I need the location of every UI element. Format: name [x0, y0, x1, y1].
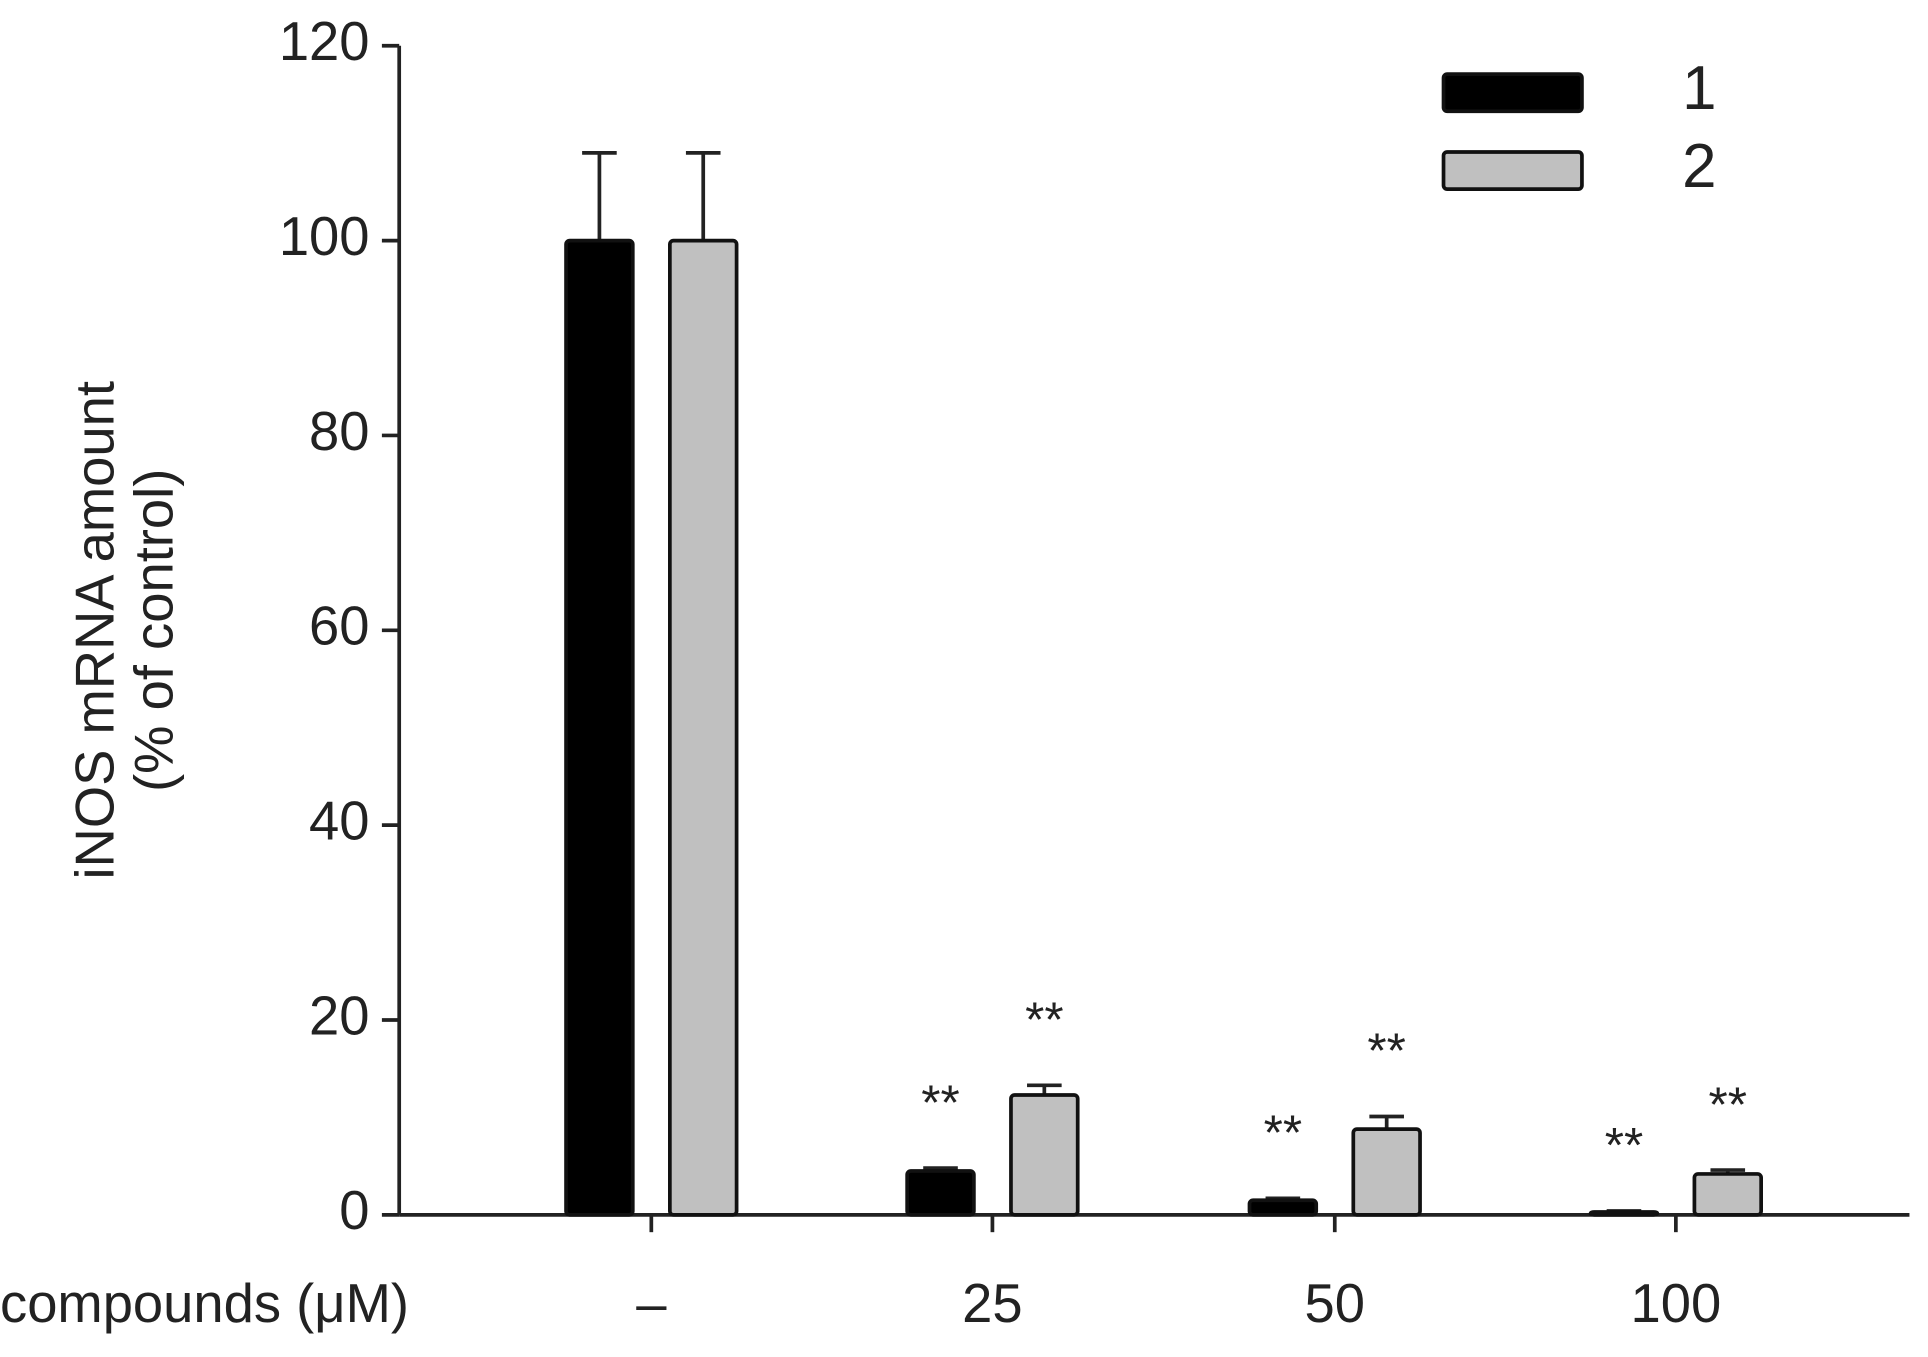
bar	[564, 238, 635, 1217]
x-tick-label: 50	[1305, 1273, 1365, 1334]
y-tick-label: 120	[279, 11, 370, 72]
legend-label: 2	[1682, 132, 1716, 201]
significance-label: **	[1264, 1106, 1302, 1161]
y-tick-label: 80	[309, 401, 369, 462]
y-tick-label: 60	[309, 596, 369, 657]
y-axis-label-line: (% of control)	[124, 469, 185, 792]
bar	[1692, 1172, 1763, 1217]
legend-swatch	[1441, 72, 1584, 114]
legend-label: 1	[1682, 54, 1716, 123]
significance-label: **	[1025, 993, 1063, 1048]
bar	[1009, 1093, 1080, 1217]
y-tick-label: 20	[309, 985, 369, 1046]
y-axis-label-line: iNOS mRNA amount	[64, 381, 125, 879]
x-tick-label: 25	[962, 1273, 1022, 1334]
significance-label: **	[1709, 1077, 1747, 1132]
significance-label: **	[921, 1075, 959, 1130]
bar	[905, 1169, 976, 1217]
bar	[1247, 1198, 1319, 1217]
y-tick-label: 40	[309, 791, 369, 852]
bar	[1351, 1127, 1422, 1217]
y-tick-label: 0	[339, 1180, 369, 1241]
y-tick-label: 100	[279, 206, 370, 267]
x-axis-label: compounds (μM)	[0, 1273, 409, 1334]
bar	[1588, 1210, 1660, 1217]
significance-label: **	[1605, 1118, 1643, 1173]
y-axis-label: iNOS mRNA amount (% of control)	[64, 381, 184, 879]
x-tick-label: –	[636, 1273, 667, 1334]
bar	[668, 238, 739, 1217]
x-tick-label: 100	[1631, 1273, 1722, 1334]
significance-label: **	[1367, 1024, 1405, 1079]
legend-swatch	[1441, 150, 1584, 191]
